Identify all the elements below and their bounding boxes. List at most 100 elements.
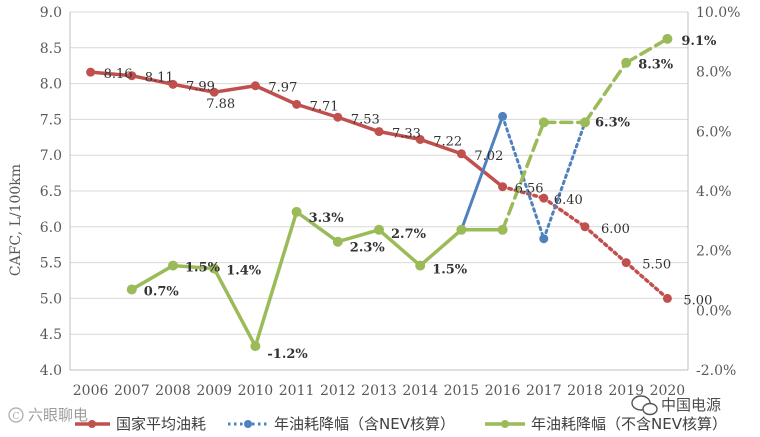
watermark-left-text: 六眼聊电 [28,406,88,424]
data-label-without-nev: 3.3% [309,211,345,226]
series-without-nev-segment [212,266,258,348]
series-avg-consumption-segment [212,83,258,94]
series-without-nev-point [538,117,549,128]
series-avg-consumption-point [209,87,219,97]
data-label-avg-consumption: 7.71 [310,99,339,114]
series-layer [86,33,673,352]
y-tick-label: 7.5 [40,112,62,128]
series-avg-consumption-segment [542,196,587,229]
grid [70,11,688,371]
series-avg-consumption-point [292,99,302,109]
x-tick-label: 2018 [567,383,603,399]
data-label-without-nev: 1.5% [432,263,468,278]
data-label-without-nev: 9.1% [681,34,717,49]
x-tick-label: 2020 [650,383,686,399]
series-without-nev-segment [377,228,422,268]
data-label-avg-consumption: 7.02 [474,149,503,164]
series-without-nev-segment [500,120,546,232]
series-avg-consumption-segment [88,70,134,78]
series-without-nev-point [332,236,343,247]
x-tick-label: 2008 [155,383,191,399]
copyright-icon [8,407,24,423]
series-avg-consumption-point [250,81,260,91]
series-with-nev-segment [459,114,505,232]
series-avg-consumption-segment [253,83,299,107]
data-label-avg-consumption: 7.33 [392,127,421,142]
data-label-avg-consumption: 8.16 [104,67,133,82]
x-tick-label: 2015 [444,383,480,399]
y-tick-label: 7.0 [40,148,62,164]
y-tick-label: 4.5 [40,327,62,343]
data-label-avg-consumption: 5.50 [642,258,671,273]
legend-item-with-nev: 年油耗降幅（含NEV核算） [228,415,455,433]
series-with-nev-point [539,234,549,244]
legend-label: 年油耗降幅（不含NEV核算） [531,415,727,433]
axes: 4.0 4.5 5.0 5.5 6.0 6.5 7.0 7.5 8.0 8.5 9.0 -2.0% 0.… [40,5,741,399]
data-label-avg-consumption: 6.56 [515,182,544,197]
y-tick-label: 6.0 [40,220,62,236]
legend: 国家平均油耗 年油耗降幅（含NEV核算） 年油耗降幅（不含NEV核算） [75,415,727,433]
series-avg-consumption-point [662,293,672,303]
legend-label: 国家平均油耗 [116,415,206,433]
watermark-left: C 六眼聊电 [8,406,88,424]
x-tick-label: 2013 [361,383,397,399]
y-tick-label: 6.5 [40,184,62,200]
svg-text:C: C [13,412,20,422]
data-label-avg-consumption: 8.11 [145,71,174,86]
y2-tick-label: -2.0% [696,363,736,379]
series-avg-consumption-segment [418,137,464,156]
y2-tick-label: 6.0% [696,124,732,140]
y-tick-label: 9.0 [40,5,62,21]
legend-item-avg-consumption: 国家平均油耗 [75,415,206,433]
y2-tick-label: 8.0% [696,65,732,81]
series-avg-consumption-point [333,112,343,122]
series-without-nev-point [374,224,384,235]
series-avg-consumption-segment [624,260,670,301]
series-avg-consumption-segment [294,102,340,120]
data-label-without-nev: 6.3% [595,115,631,130]
x-tick-label: 2012 [320,383,356,399]
series-without-nev-segment [624,37,670,65]
series-without-nev-point [662,33,673,44]
series-without-nev-segment [130,263,175,292]
series-avg-consumption-point [86,67,96,77]
x-tick-label: 2016 [485,383,521,399]
y-tick-label: 8.0 [40,77,62,93]
series-without-nev-segment [253,210,299,348]
x-tick-label: 2006 [73,383,109,399]
legend-label: 年油耗降幅（含NEV核算） [274,415,455,433]
series-without-nev-segment [171,263,216,271]
series-avg-consumption-point [539,193,549,203]
series-without-nev-point [456,224,467,235]
series-avg-consumption-segment [583,225,628,265]
data-label-avg-consumption: 7.88 [206,97,235,112]
y-tick-label: 5.0 [40,291,62,307]
series-avg-consumption-point [168,79,178,89]
series-without-nev-point [291,206,302,217]
data-label-without-nev: -1.2% [267,347,308,362]
data-label-without-nev: 2.3% [350,241,386,256]
series-avg-consumption-point [456,149,466,159]
labels-layer: 8.16 8.11 7.99 7.88 7.97 7.71 7.53 7.33 7.22 7.02… [104,34,717,362]
series-avg-consumption-segment [130,73,175,87]
series-without-nev-point [580,117,590,128]
series-with-nev-point [498,111,508,121]
series-avg-consumption-point [498,182,508,192]
y-tick-label: 8.5 [40,41,62,57]
x-tick-label: 2010 [238,383,274,399]
x-tick-label: 2007 [114,383,150,399]
series-avg-consumption-segment [500,184,546,200]
series-without-nev-point [497,224,508,235]
x-tick-label: 2011 [279,383,315,399]
legend-item-without-nev: 年油耗降幅（不含NEV核算） [485,415,727,433]
series-with-nev-segment [542,120,587,241]
data-label-avg-consumption: 7.22 [433,134,462,149]
series-without-nev-segment [294,210,340,244]
data-label-avg-consumption: 6.40 [554,193,583,208]
data-label-without-nev: 0.7% [144,284,180,299]
series-without-nev-segment [583,60,628,125]
series-without-nev-point [621,57,632,68]
series-avg-consumption-point [580,222,590,232]
series-avg-consumption-point [415,134,425,144]
